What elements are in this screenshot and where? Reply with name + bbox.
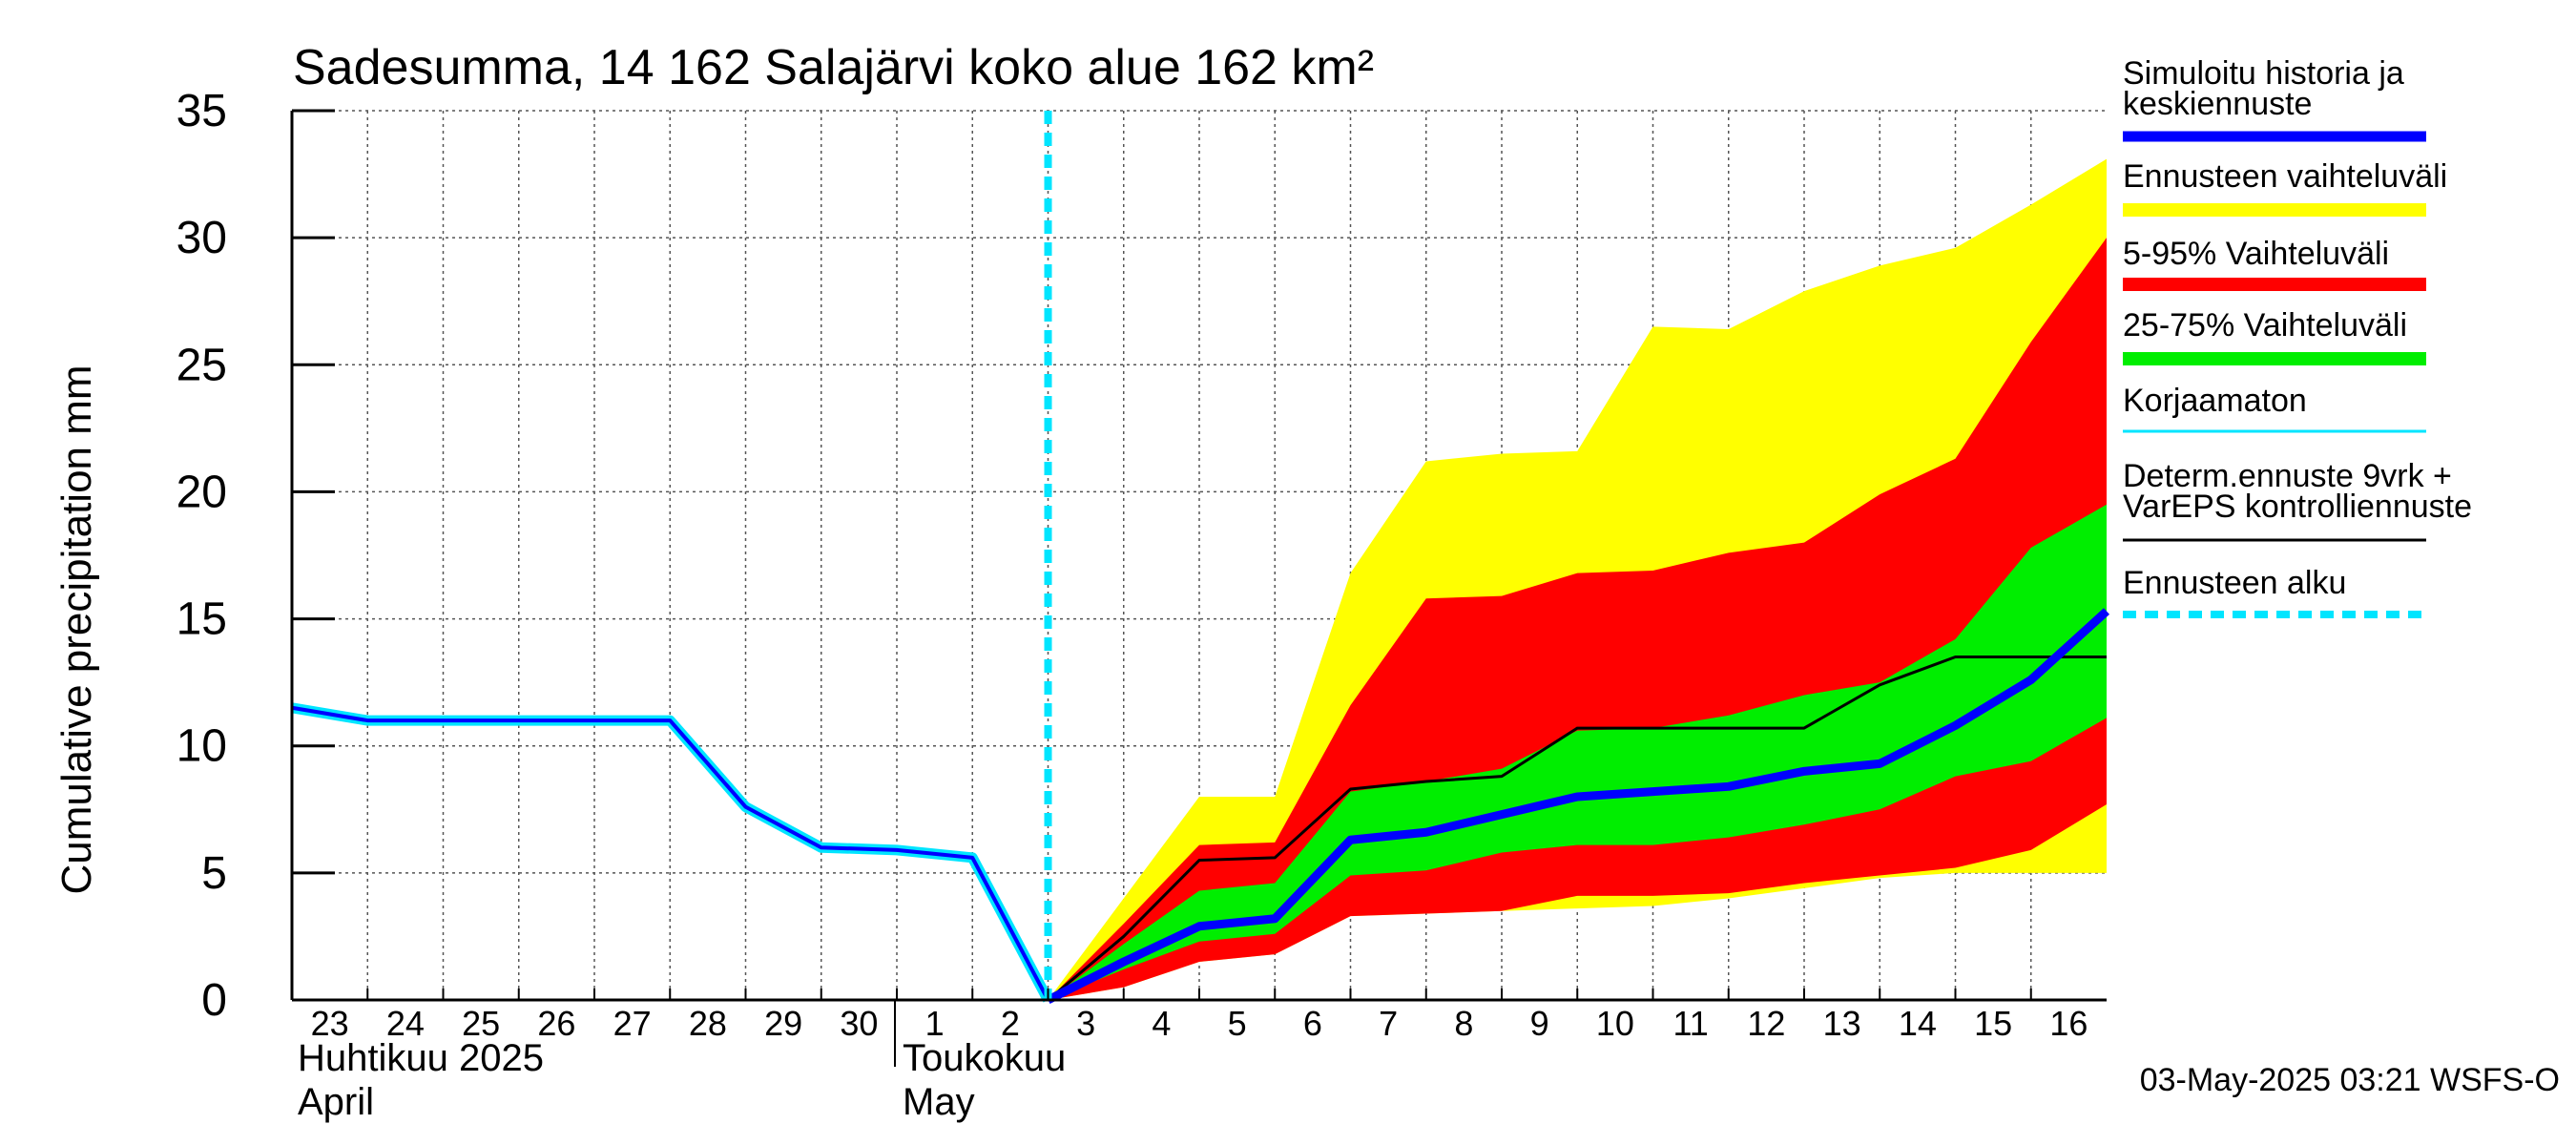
x-tick-label: 3 bbox=[1076, 1004, 1095, 1043]
x-tick-label: 9 bbox=[1530, 1004, 1549, 1043]
x-tick-label: 10 bbox=[1596, 1004, 1634, 1043]
x-tick-label: 26 bbox=[537, 1004, 575, 1043]
x-tick-label: 12 bbox=[1747, 1004, 1785, 1043]
y-tick-label: 25 bbox=[177, 340, 227, 390]
chart-title: Sadesumma, 14 162 Salajärvi koko alue 16… bbox=[293, 40, 1374, 95]
y-tick-label: 35 bbox=[177, 86, 227, 136]
x-tick-label: 16 bbox=[2049, 1004, 2088, 1043]
x-tick-label: 1 bbox=[925, 1004, 945, 1043]
footer-timestamp: 03-May-2025 03:21 WSFS-O bbox=[2140, 1062, 2560, 1098]
x-tick-label: 15 bbox=[1974, 1004, 2012, 1043]
series-lines bbox=[291, 111, 2110, 1005]
y-tick-label: 5 bbox=[201, 848, 227, 899]
x-tick-label: 14 bbox=[1899, 1004, 1937, 1043]
y-tick-label: 15 bbox=[177, 594, 227, 645]
x-tick-label: 29 bbox=[764, 1004, 802, 1043]
x-tick-label: 6 bbox=[1303, 1004, 1322, 1043]
legend-label: Simuloitu historia ja bbox=[2123, 55, 2404, 92]
y-tick-label: 30 bbox=[177, 213, 227, 263]
x-tick-label: 2 bbox=[1001, 1004, 1020, 1043]
month-label-fi: Toukokuu bbox=[903, 1037, 1066, 1079]
legend-label: VarEPS kontrolliennuste bbox=[2123, 489, 2472, 525]
x-axis-ticks: 23 24 25 26 27 28 29 30 1 2 3 4 5 6 7 8 9 10 11 12 13 14 15 16 bbox=[291, 989, 2088, 1067]
y-tick-label: 10 bbox=[177, 721, 227, 772]
x-tick-label: 28 bbox=[689, 1004, 727, 1043]
legend-label: Ennusteen alku bbox=[2123, 565, 2346, 601]
legend-label: Korjaamaton bbox=[2123, 383, 2307, 419]
legend-label: 5-95% Vaihteluväli bbox=[2123, 236, 2389, 272]
month-label-fi: Huhtikuu 2025 bbox=[298, 1037, 544, 1079]
x-tick-label: 25 bbox=[462, 1004, 500, 1043]
x-tick-label: 7 bbox=[1379, 1004, 1398, 1043]
x-tick-label: 4 bbox=[1152, 1004, 1171, 1043]
month-label-en: May bbox=[903, 1081, 975, 1123]
y-tick-label: 0 bbox=[201, 975, 227, 1026]
x-tick-label: 11 bbox=[1672, 1004, 1708, 1043]
legend-label: keskiennuste bbox=[2123, 86, 2312, 122]
x-tick-label: 13 bbox=[1823, 1004, 1861, 1043]
legend-label: Determ.ennuste 9vrk + bbox=[2123, 458, 2452, 494]
y-tick-label: 20 bbox=[177, 467, 227, 517]
legend-label: 25-75% Vaihteluväli bbox=[2123, 307, 2407, 344]
history-simulated-line bbox=[291, 705, 1050, 1001]
forecast-line-3 bbox=[1047, 656, 2107, 1002]
y-axis-ticks: 0 5 10 15 20 25 30 35 bbox=[177, 86, 335, 1026]
x-tick-label: 27 bbox=[613, 1004, 652, 1043]
x-tick-label: 30 bbox=[840, 1004, 878, 1043]
x-tick-label: 5 bbox=[1228, 1004, 1247, 1043]
legend-label: Ennusteen vaihteluväli bbox=[2123, 158, 2447, 195]
y-axis-label: Cumulative precipitation mm bbox=[53, 364, 100, 894]
forecast-line-4 bbox=[1046, 608, 2110, 1005]
month-label-en: April bbox=[298, 1081, 374, 1123]
x-tick-label: 23 bbox=[311, 1004, 349, 1043]
x-tick-label: 8 bbox=[1454, 1004, 1473, 1043]
x-tick-label: 24 bbox=[386, 1004, 425, 1043]
